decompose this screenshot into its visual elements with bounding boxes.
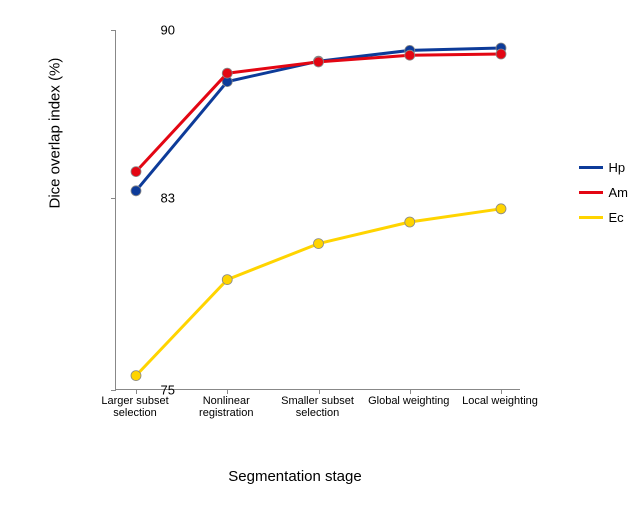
series-marker (222, 275, 232, 285)
series-marker (405, 50, 415, 60)
x-tick (410, 389, 411, 394)
y-tick (111, 390, 116, 391)
series-marker (405, 217, 415, 227)
series-line (136, 48, 501, 191)
legend-label: Am (609, 185, 629, 200)
x-tick (501, 389, 502, 394)
x-tick-label: Larger subsetselection (101, 395, 168, 419)
y-axis-label: Dice overlap index (%) (47, 58, 64, 209)
series-marker (314, 57, 324, 67)
x-tick-label: Smaller subsetselection (281, 395, 354, 419)
chart-container: Dice overlap index (%) Segmentation stag… (60, 20, 530, 430)
series-marker (496, 204, 506, 214)
x-tick-label: Local weighting (462, 395, 538, 407)
series-marker (496, 49, 506, 59)
series-marker (222, 68, 232, 78)
series-marker (131, 186, 141, 196)
series-line (136, 54, 501, 172)
series-line (136, 209, 501, 376)
legend-label: Hp (609, 160, 626, 175)
y-tick-label: 83 (161, 191, 175, 206)
y-tick (111, 198, 116, 199)
x-axis-label: Segmentation stage (228, 468, 361, 485)
chart-svg (116, 30, 520, 389)
y-tick-label: 90 (161, 23, 175, 38)
legend-item: Ec (579, 210, 629, 225)
x-tick-label: Global weighting (368, 395, 449, 407)
x-tick (227, 389, 228, 394)
x-tick (136, 389, 137, 394)
series-marker (314, 239, 324, 249)
legend-swatch (579, 216, 603, 219)
plot-area (115, 30, 520, 390)
legend-swatch (579, 191, 603, 194)
y-tick (111, 30, 116, 31)
legend-item: Hp (579, 160, 629, 175)
legend-swatch (579, 166, 603, 169)
legend-item: Am (579, 185, 629, 200)
legend: Hp Am Ec (579, 160, 629, 235)
series-marker (131, 167, 141, 177)
legend-label: Ec (609, 210, 624, 225)
x-tick-label: Nonlinearregistration (199, 395, 253, 419)
series-marker (131, 371, 141, 381)
x-tick (319, 389, 320, 394)
